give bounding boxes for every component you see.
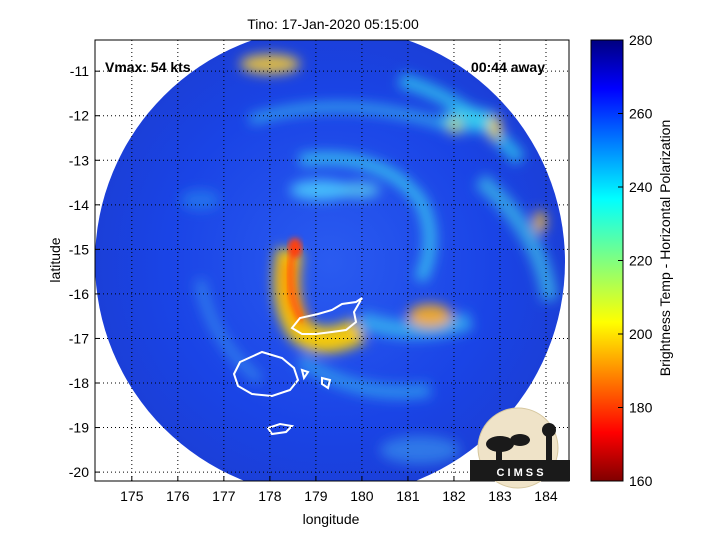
logo-text: C I M S S [496, 467, 543, 479]
chart-title: Tino: 17-Jan-2020 05:15:00 [247, 16, 419, 32]
y-tick-label: -18 [69, 375, 89, 391]
colorbar [590, 39, 624, 482]
x-tick-label: 181 [396, 488, 420, 504]
y-tick-label: -15 [69, 241, 89, 257]
cimss-logo: C I M S S [470, 407, 570, 489]
x-tick-label: 176 [166, 488, 190, 504]
colorbar-tick-label: 280 [629, 32, 653, 48]
x-tick-label: 177 [212, 488, 236, 504]
y-tick-label: -19 [69, 420, 89, 436]
coastline [232, 297, 363, 436]
vmax-label: Vmax: 54 kts [105, 59, 191, 75]
x-tick-label: 175 [120, 488, 144, 504]
colorbar-tick-label: 240 [629, 179, 653, 195]
x-tick-label: 184 [534, 488, 558, 504]
x-axis-label: longitude [303, 511, 360, 527]
water-tower-icon [542, 423, 556, 437]
y-tick-label: -17 [69, 330, 89, 346]
y-tick-label: -11 [70, 63, 89, 79]
y-tick-label: -20 [69, 464, 89, 480]
x-tick-label: 183 [488, 488, 512, 504]
colorbar-tick-label: 160 [629, 473, 653, 489]
x-tick-label: 182 [442, 488, 466, 504]
satellite-dish-icon [486, 436, 514, 452]
y-axis-label: latitude [47, 237, 63, 282]
y-tick-labels: -11 -12 -13 -14 -15 -16 -17 -18 -19 -20 [69, 63, 100, 480]
x-tick-label: 179 [304, 488, 328, 504]
y-tick-label: -14 [69, 197, 89, 213]
time-away-label: 00:44 away [471, 59, 545, 75]
brightness-temp-image [95, 40, 565, 481]
colorbar-tick-labels: 280 260 240 220 200 180 160 [618, 32, 653, 489]
colorbar-tick-label: 220 [629, 253, 653, 269]
y-tick-label: -13 [69, 152, 89, 168]
y-tick-label: -16 [69, 286, 89, 302]
x-tick-label: 178 [258, 488, 282, 504]
axes-frame [94, 39, 570, 482]
colorbar-tick-label: 260 [629, 106, 653, 122]
grid-lines [95, 40, 569, 481]
colorbar-tick-label: 180 [629, 400, 653, 416]
x-tick-labels: 175 176 177 178 179 180 181 182 183 184 [120, 476, 558, 504]
y-tick-label: -12 [69, 108, 89, 124]
x-tick-label: 180 [350, 488, 374, 504]
colorbar-tick-label: 200 [629, 326, 653, 342]
colorbar-label: Brightness Temp - Horizontal Polarizatio… [657, 120, 673, 377]
